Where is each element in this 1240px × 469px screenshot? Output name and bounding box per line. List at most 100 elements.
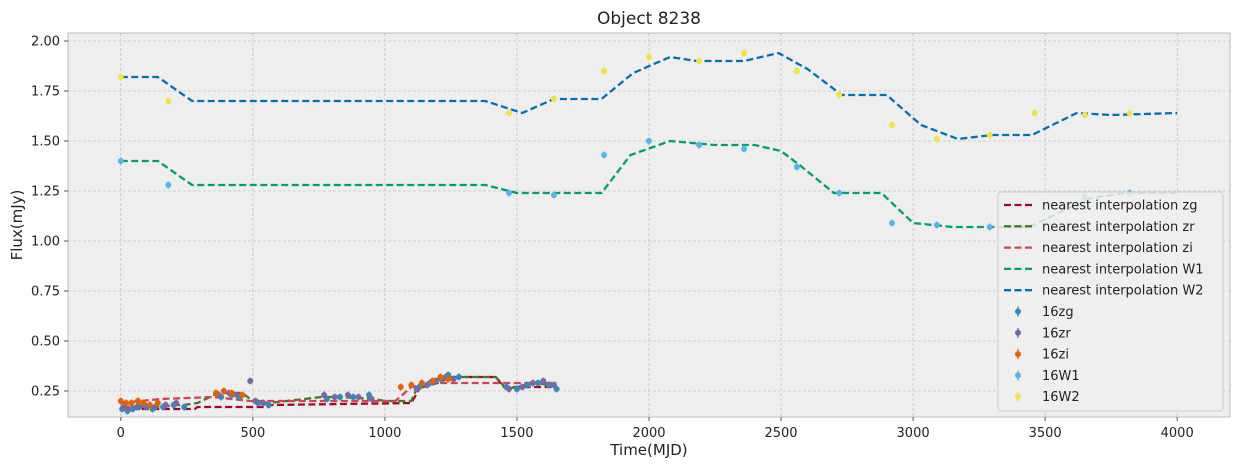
data-point — [140, 400, 147, 406]
data-point — [418, 380, 425, 386]
data-point — [540, 378, 547, 384]
data-point — [646, 54, 652, 60]
data-point — [524, 382, 531, 388]
y-tick-label: 0.25 — [31, 385, 60, 400]
y-tick-label: 1.00 — [31, 235, 60, 250]
data-point — [162, 402, 169, 408]
legend-label: nearest interpolation W2 — [1042, 284, 1204, 299]
data-point — [1081, 112, 1088, 118]
legend-point-swatch — [1015, 329, 1021, 336]
data-point — [165, 182, 172, 188]
y-axis-ticks: 0.25 0.50 0.75 1.00 1.25 1.50 1.75 2.00 — [31, 35, 68, 400]
data-point — [437, 374, 444, 380]
data-point — [413, 386, 420, 392]
legend: nearest interpolation zg nearest interpol… — [997, 191, 1224, 412]
x-tick-label: 1000 — [368, 426, 401, 441]
data-point — [344, 392, 351, 398]
data-point — [535, 380, 542, 386]
data-point — [836, 190, 843, 196]
data-point — [429, 378, 436, 384]
data-point — [529, 380, 536, 386]
data-point — [550, 382, 557, 388]
data-point — [445, 376, 452, 382]
data-point — [424, 382, 431, 388]
interpolation-line — [120, 139, 1178, 229]
x-tick-label: 4000 — [1161, 426, 1194, 441]
legend-point-swatch — [1015, 393, 1021, 400]
x-tick-label: 2500 — [764, 426, 797, 441]
data-point — [696, 58, 703, 64]
data-point — [408, 382, 415, 388]
data-point — [986, 132, 993, 138]
data-point — [331, 394, 338, 400]
data-point — [888, 122, 895, 128]
data-point — [933, 136, 940, 142]
data-point — [239, 392, 246, 398]
legend-point-swatch — [1015, 372, 1021, 379]
data-point — [793, 164, 800, 170]
x-tick-label: 1500 — [500, 426, 533, 441]
x-tick-label: 2000 — [632, 426, 665, 441]
legend-label: nearest interpolation zg — [1042, 199, 1197, 214]
data-point — [337, 394, 344, 400]
data-point — [1126, 110, 1133, 116]
legend-point-swatch — [1015, 308, 1021, 315]
data-point — [146, 402, 153, 408]
data-point — [247, 378, 254, 384]
data-point — [506, 110, 513, 116]
data-point — [506, 190, 513, 196]
data-point — [368, 396, 375, 402]
interpolation-line — [120, 51, 1178, 141]
y-tick-label: 2.00 — [31, 35, 60, 50]
data-point — [506, 386, 513, 392]
data-point — [519, 384, 526, 390]
y-tick-label: 1.50 — [31, 135, 60, 150]
data-point — [741, 146, 748, 152]
data-point — [234, 392, 241, 398]
legend-label: 16zg — [1042, 305, 1074, 320]
data-point — [550, 192, 557, 198]
x-axis-label: Time(MJD) — [609, 441, 687, 459]
y-tick-label: 0.75 — [31, 285, 60, 300]
data-point — [252, 398, 259, 404]
x-tick-label: 0 — [117, 426, 125, 441]
data-point — [455, 374, 462, 380]
data-point — [836, 92, 843, 98]
data-point — [355, 394, 362, 400]
legend-box — [997, 191, 1224, 412]
data-point — [545, 382, 552, 388]
data-point — [513, 386, 520, 392]
data-point — [212, 390, 219, 396]
x-tick-label: 3500 — [1029, 426, 1062, 441]
data-point — [646, 138, 652, 144]
data-point — [321, 392, 328, 398]
data-point — [793, 68, 800, 74]
data-point — [133, 404, 140, 410]
data-point — [601, 152, 608, 158]
x-tick-label: 500 — [240, 426, 265, 441]
x-axis-ticks: 0 500 1000 1500 2000 2500 3000 3500 4000 — [117, 417, 1194, 441]
data-point — [397, 384, 404, 390]
legend-label: 16W1 — [1042, 369, 1080, 384]
data-point — [117, 74, 124, 80]
data-point — [220, 388, 227, 394]
legend-label: 16zi — [1042, 348, 1069, 363]
data-point — [117, 158, 124, 164]
data-point — [986, 224, 993, 230]
data-point — [125, 406, 132, 412]
data-point — [350, 394, 357, 400]
data-point — [741, 50, 748, 56]
data-point — [933, 222, 940, 228]
legend-point-swatch — [1015, 351, 1021, 358]
data-point — [1031, 110, 1038, 116]
data-point — [165, 98, 172, 104]
data-point — [181, 404, 188, 410]
data-point — [696, 142, 703, 148]
x-tick-label: 3000 — [897, 426, 930, 441]
data-point — [260, 400, 267, 406]
legend-label: nearest interpolation zi — [1042, 241, 1193, 256]
legend-label: 16zr — [1042, 326, 1071, 341]
data-point — [117, 398, 124, 404]
data-point — [228, 390, 235, 396]
